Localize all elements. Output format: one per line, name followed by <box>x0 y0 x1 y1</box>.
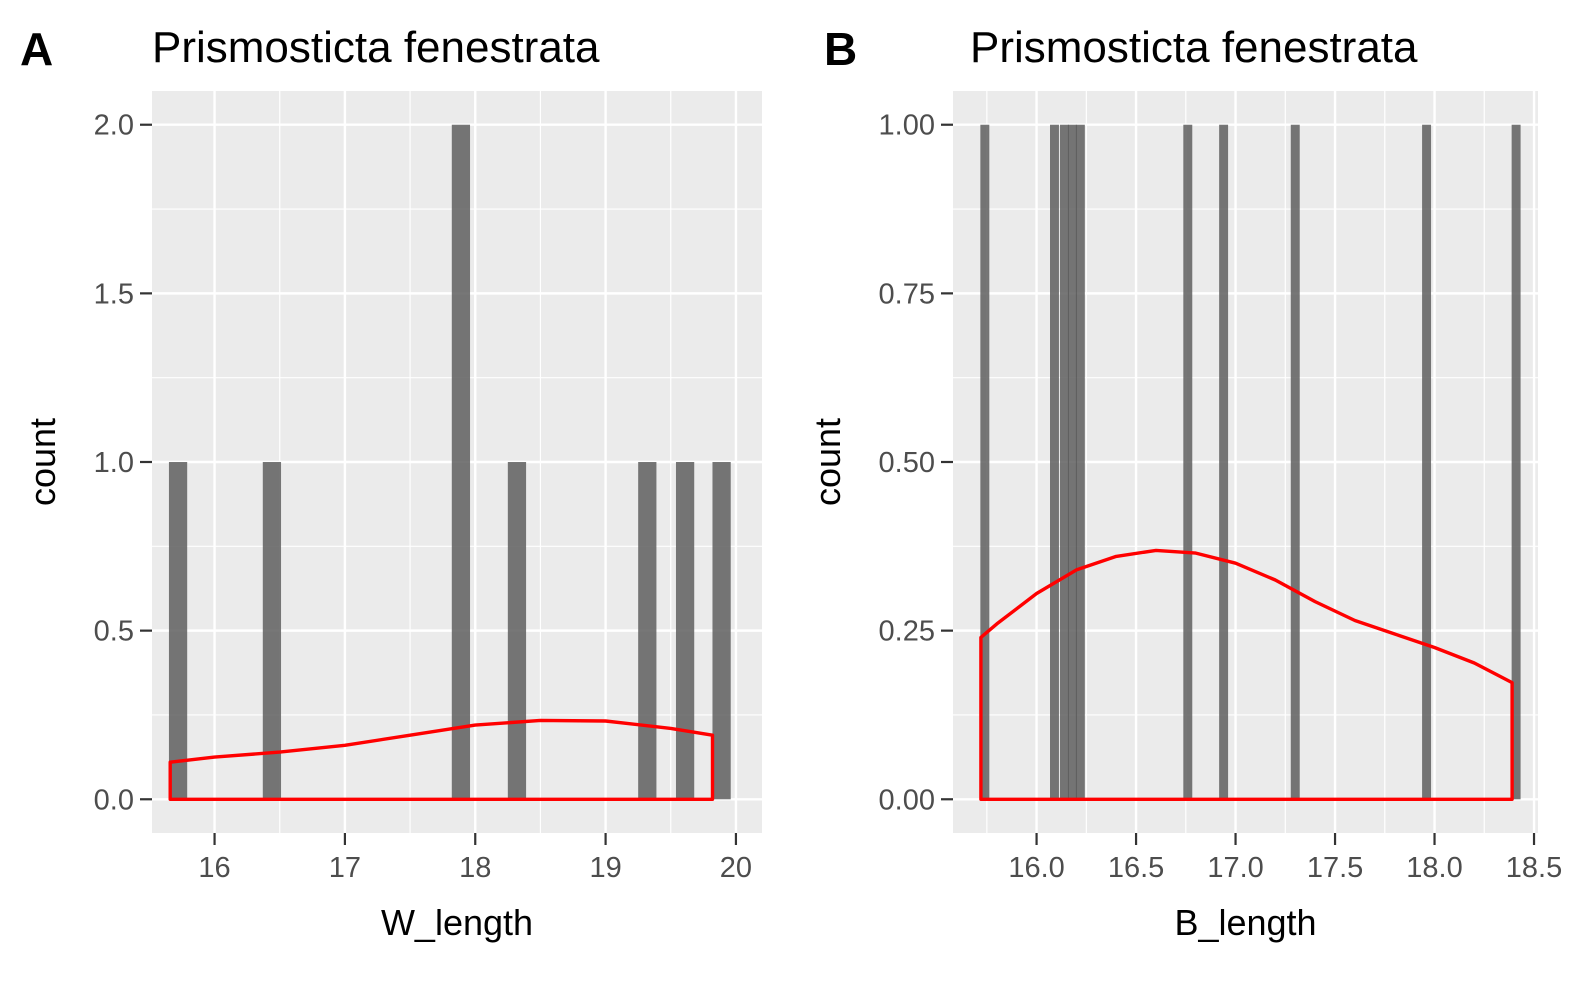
y-axis-label: count <box>22 418 63 506</box>
x-tick-label: 17 <box>329 852 361 884</box>
histogram-bar <box>1050 124 1059 800</box>
histogram-bar <box>168 462 188 800</box>
x-tick-label: 18.5 <box>1506 852 1562 884</box>
y-tick-label: 2.0 <box>94 110 134 142</box>
histogram-bar <box>1067 124 1077 800</box>
panel-a: A Prismosticta fenestrata 0.0 0.5 1.0 1.5 2.… <box>20 23 762 943</box>
histogram-bar <box>1422 124 1432 800</box>
histogram-bar <box>1183 124 1193 800</box>
x-tick-label: 16.5 <box>1108 852 1164 884</box>
histogram-bar <box>1290 124 1300 800</box>
histogram-bar <box>712 462 731 800</box>
x-tick-label: 20 <box>720 852 752 884</box>
x-tick-label: 17.0 <box>1207 852 1263 884</box>
histogram-bar <box>1059 124 1069 800</box>
y-tick-label: 0.50 <box>879 447 935 479</box>
density-curve <box>168 718 715 801</box>
y-tick-label: 0.25 <box>879 616 935 648</box>
y-tick-label: 0.5 <box>94 616 134 648</box>
histogram-bar <box>675 462 695 800</box>
y-tick-label: 0.00 <box>879 784 935 816</box>
histogram-bar <box>638 462 657 800</box>
y-tick-label: 0.0 <box>94 784 134 816</box>
histogram-bar <box>1075 124 1085 800</box>
x-tick-label: 17.5 <box>1307 852 1363 884</box>
x-tick-label: 16.0 <box>1008 852 1064 884</box>
x-axis-label: B_length <box>1174 902 1316 943</box>
panel-b: B Prismosticta fenestrata 0.00 0.25 0.50 0.… <box>807 23 1562 943</box>
histogram-bar <box>1511 124 1521 800</box>
histogram-bar <box>980 124 990 800</box>
histogram-bar <box>1219 124 1229 800</box>
x-tick-label: 19 <box>589 852 621 884</box>
histogram-bar <box>262 462 282 800</box>
x-tick-label: 18 <box>459 852 491 884</box>
panel-letter-b: B <box>824 23 857 75</box>
histogram-bar <box>507 462 527 800</box>
histogram-bar <box>451 124 471 800</box>
density-curve <box>979 548 1514 801</box>
y-tick-label: 0.75 <box>879 278 935 310</box>
y-axis-label: count <box>807 418 848 506</box>
y-tick-label: 1.5 <box>94 278 134 310</box>
x-axis-label: W_length <box>381 902 533 943</box>
x-tick-label: 16 <box>198 852 230 884</box>
y-tick-label: 1.0 <box>94 447 134 479</box>
y-tick-label: 1.00 <box>879 110 935 142</box>
panel-a-title: Prismosticta fenestrata <box>152 23 600 72</box>
x-tick-label: 18.0 <box>1406 852 1462 884</box>
panel-b-title: Prismosticta fenestrata <box>970 23 1418 72</box>
panel-letter-a: A <box>20 23 53 75</box>
